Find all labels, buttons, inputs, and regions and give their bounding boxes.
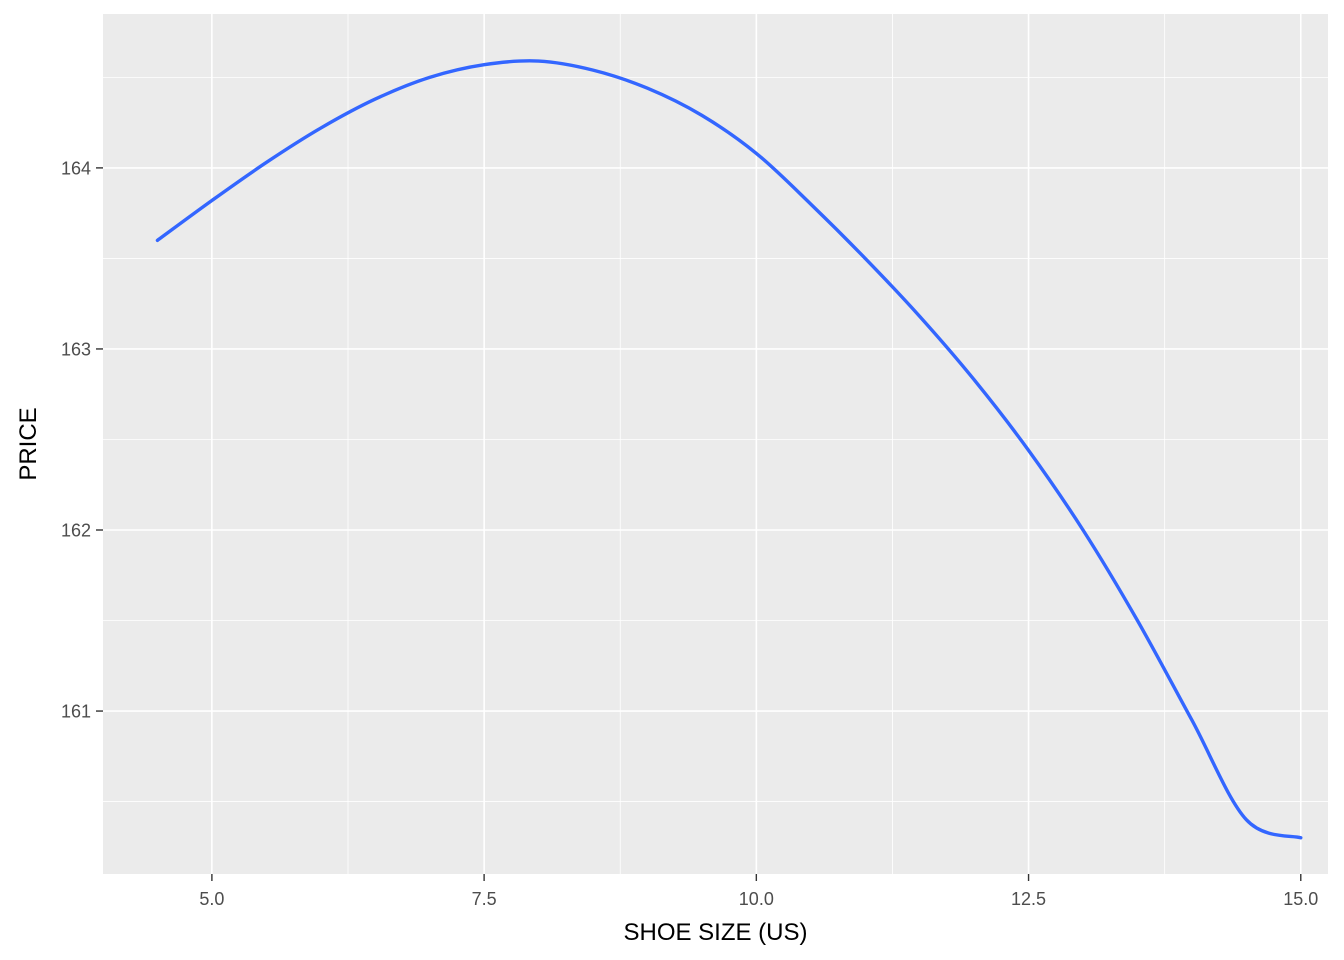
major-gridlines xyxy=(103,14,1328,874)
y-axis-title: PRICE xyxy=(15,407,42,480)
y-tick-label: 162 xyxy=(61,521,91,541)
minor-gridlines xyxy=(103,14,1328,874)
x-tick-label: 5.0 xyxy=(199,889,224,909)
y-tick-label: 163 xyxy=(61,339,91,359)
x-tick-label: 12.5 xyxy=(1011,889,1046,909)
y-tick-label: 161 xyxy=(61,702,91,722)
x-axis-ticks: 5.0 7.5 10.0 12.5 15.0 xyxy=(199,874,1318,909)
x-tick-label: 15.0 xyxy=(1283,889,1318,909)
plot-panel xyxy=(103,14,1328,874)
series-line xyxy=(155,59,1303,840)
x-tick-label: 7.5 xyxy=(472,889,497,909)
x-axis-title: SHOE SIZE (US) xyxy=(623,919,807,946)
x-tick-label: 10.0 xyxy=(739,889,774,909)
y-tick-label: 164 xyxy=(61,158,91,178)
y-axis-ticks: 161 162 163 164 xyxy=(61,158,103,722)
